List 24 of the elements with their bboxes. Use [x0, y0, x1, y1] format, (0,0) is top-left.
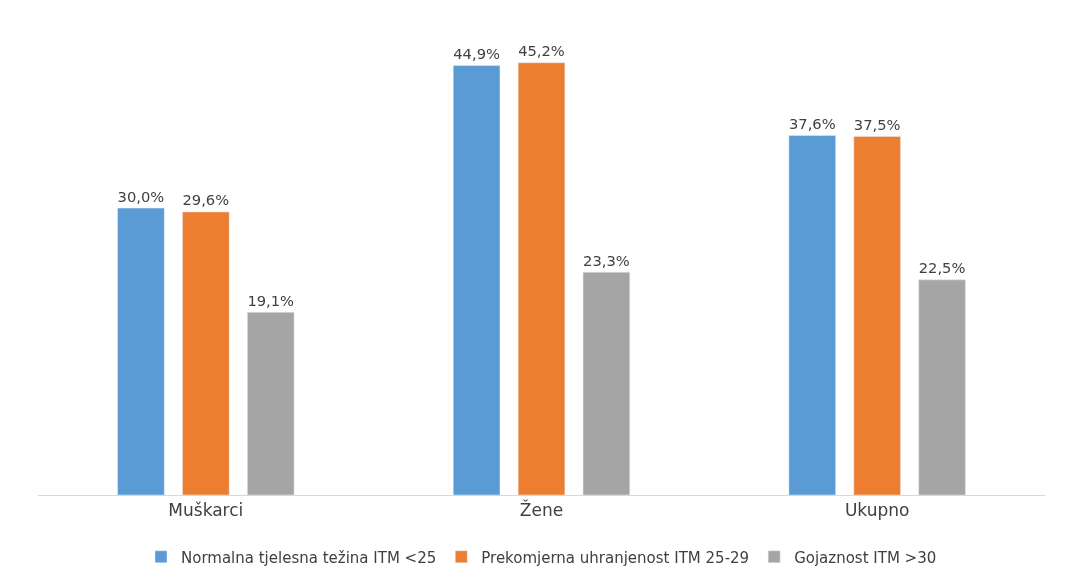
legend-label: Prekomjerna uhranjenost ITM 25-29 [481, 548, 750, 567]
bar [182, 211, 230, 495]
data-label: 30,0% [117, 187, 165, 205]
data-label: 29,6% [182, 191, 230, 209]
data-label: 37,6% [788, 114, 836, 132]
bar [247, 312, 295, 495]
bar [853, 136, 901, 495]
legend-label: Normalna tjelesna težina ITM <25 [181, 548, 437, 567]
x-tick-label: Muškarci [168, 500, 244, 521]
x-tick-label: Ukupno [844, 500, 910, 521]
data-label: 22,5% [918, 259, 966, 277]
legend-label: Gojaznost ITM >30 [794, 548, 937, 567]
data-label: 19,1% [247, 291, 295, 309]
bar [918, 279, 966, 495]
x-tick-label: Žene [519, 499, 564, 521]
data-label: 45,2% [518, 42, 565, 60]
data-label: 37,5% [853, 115, 901, 133]
bar [582, 271, 631, 495]
data-label: 23,3% [583, 251, 630, 269]
data-label: 44,9% [453, 45, 500, 63]
bar [517, 62, 566, 495]
bar [452, 65, 501, 495]
bar [117, 207, 165, 495]
bar [788, 135, 836, 495]
